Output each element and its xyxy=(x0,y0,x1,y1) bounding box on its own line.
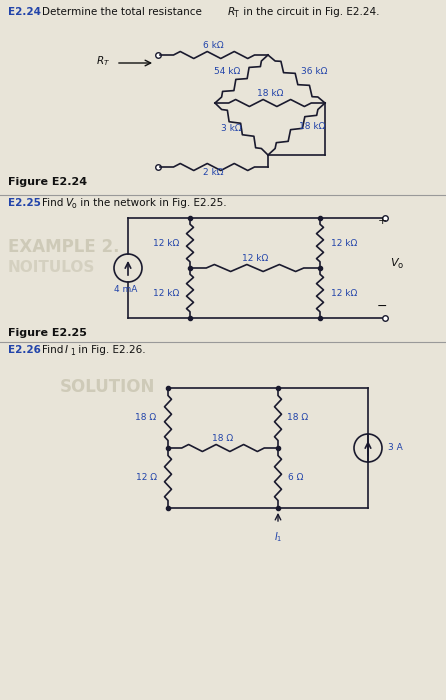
Text: 4 mA: 4 mA xyxy=(114,285,138,294)
Text: 18 kΩ: 18 kΩ xyxy=(257,89,283,98)
Text: R: R xyxy=(228,7,235,17)
Text: I: I xyxy=(65,345,68,355)
Text: 12 Ω: 12 Ω xyxy=(136,473,157,482)
Text: 2 kΩ: 2 kΩ xyxy=(203,168,223,177)
Text: in the circuit in Fig. E2.24.: in the circuit in Fig. E2.24. xyxy=(240,7,380,17)
Text: Figure E2.25: Figure E2.25 xyxy=(8,328,87,338)
Text: in Fig. E2.26.: in Fig. E2.26. xyxy=(75,345,146,355)
Text: 12 kΩ: 12 kΩ xyxy=(153,288,179,298)
Text: 3 A: 3 A xyxy=(388,444,403,452)
Text: Find: Find xyxy=(42,198,66,208)
Text: 6 kΩ: 6 kΩ xyxy=(202,41,223,50)
Text: V: V xyxy=(390,258,398,268)
Text: V: V xyxy=(65,198,72,208)
Text: Find: Find xyxy=(42,345,66,355)
Text: $R_T$: $R_T$ xyxy=(96,54,110,68)
Text: 6 Ω: 6 Ω xyxy=(288,473,304,482)
Text: SOLUTION: SOLUTION xyxy=(60,378,155,396)
Text: Figure E2.24: Figure E2.24 xyxy=(8,177,87,187)
Text: 18 Ω: 18 Ω xyxy=(136,414,157,423)
Text: 18 Ω: 18 Ω xyxy=(212,434,234,443)
Text: +: + xyxy=(377,216,387,226)
Text: 12 kΩ: 12 kΩ xyxy=(331,239,357,248)
Text: 12 kΩ: 12 kΩ xyxy=(331,288,357,298)
Text: −: − xyxy=(377,300,387,313)
Text: NOITULOS: NOITULOS xyxy=(8,260,95,275)
Text: E2.24: E2.24 xyxy=(8,7,41,17)
Text: T: T xyxy=(234,10,239,19)
Text: 36 kΩ: 36 kΩ xyxy=(301,67,328,76)
Text: 18 Ω: 18 Ω xyxy=(287,414,309,423)
Text: E2.25: E2.25 xyxy=(8,198,41,208)
Text: 1: 1 xyxy=(70,348,75,357)
Text: 12 kΩ: 12 kΩ xyxy=(153,239,179,248)
Text: in the network in Fig. E2.25.: in the network in Fig. E2.25. xyxy=(77,198,227,208)
Text: Determine the total resistance: Determine the total resistance xyxy=(42,7,205,17)
Text: 54 kΩ: 54 kΩ xyxy=(215,67,241,76)
Text: 12 kΩ: 12 kΩ xyxy=(242,254,268,263)
Text: EXAMPLE 2.: EXAMPLE 2. xyxy=(8,238,120,256)
Text: 18 kΩ: 18 kΩ xyxy=(299,122,326,131)
Text: E2.26: E2.26 xyxy=(8,345,41,355)
Text: 3 kΩ: 3 kΩ xyxy=(221,124,242,133)
Text: $I_1$: $I_1$ xyxy=(274,530,282,544)
Text: o: o xyxy=(397,262,402,270)
Text: o: o xyxy=(72,201,77,210)
